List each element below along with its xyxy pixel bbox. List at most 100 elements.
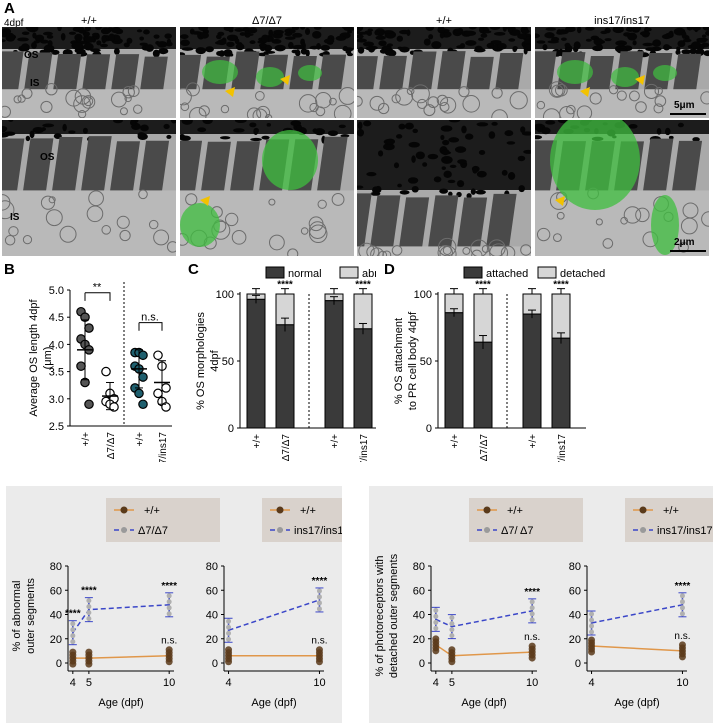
green-highlight <box>180 203 220 247</box>
melanosome <box>454 28 463 34</box>
mitochondrion <box>423 104 436 117</box>
melanosome <box>199 32 209 39</box>
sig-label: **** <box>675 581 691 592</box>
mitochondrion <box>620 216 628 225</box>
legend-swatch-1 <box>339 266 359 279</box>
mitochondrion <box>269 234 285 251</box>
mitochondrion <box>180 87 192 106</box>
x-tick-label: +/+ <box>252 434 263 449</box>
y-tick-label: 40 <box>50 610 62 622</box>
mitochondrion <box>357 95 363 107</box>
melanosome <box>491 121 498 126</box>
mitochondrion <box>595 218 603 226</box>
em-image-high-mag-wt-1 <box>2 120 176 256</box>
melanosome <box>408 141 420 148</box>
mitochondrion <box>391 245 403 256</box>
melanosome <box>43 44 55 53</box>
y-tick-label: 0 <box>419 658 425 670</box>
wt-point <box>528 654 536 662</box>
outer-segment <box>408 51 437 90</box>
melanosome <box>423 38 431 46</box>
mitochondrion <box>110 91 127 108</box>
mitochondrion <box>308 216 324 232</box>
wt-point <box>69 660 77 668</box>
melanosome <box>488 131 496 139</box>
melanosome <box>111 29 122 34</box>
mitochondrion <box>654 95 667 107</box>
melanosome <box>667 31 673 37</box>
outer-segment <box>671 140 703 196</box>
mut-point <box>86 604 92 610</box>
mitochondrion <box>555 83 568 97</box>
melanosome <box>233 128 245 133</box>
column-header-d7: Δ7/Δ7 <box>252 15 282 27</box>
melanosome <box>340 134 350 138</box>
outer-segment <box>2 138 25 193</box>
y-tick-label: 50 <box>420 356 432 368</box>
sig-label: **** <box>312 576 328 587</box>
melanosome <box>273 29 284 35</box>
legend-mut-marker <box>121 527 127 533</box>
mitochondrion <box>77 109 87 118</box>
legend-label-0: normal <box>288 268 322 280</box>
outer-segment <box>231 51 260 90</box>
melanosome <box>357 33 363 40</box>
melanosome <box>682 38 692 43</box>
melanosome <box>381 42 387 46</box>
melanosome <box>470 188 476 195</box>
mitochondrion <box>576 105 593 118</box>
melanosome <box>25 27 37 32</box>
melanosome <box>197 127 207 133</box>
mitochondrion <box>2 200 15 220</box>
y-tick-label: 100 <box>414 289 432 301</box>
melanosome <box>517 33 527 40</box>
melanosome <box>481 30 492 34</box>
melanosome <box>628 124 638 129</box>
bar-top <box>551 293 571 339</box>
melanosome <box>7 32 15 41</box>
mitochondrion <box>462 246 471 255</box>
melanosome <box>249 40 256 45</box>
green-highlight <box>557 60 593 84</box>
melanosome <box>627 32 638 41</box>
y-tick-label: 4.0 <box>49 339 64 351</box>
melanosome <box>518 185 525 193</box>
melanosome <box>681 31 687 39</box>
x-tick-label: +/+ <box>81 432 92 447</box>
melanosome <box>478 37 485 41</box>
melanosome <box>226 41 235 48</box>
melanosome <box>668 135 674 140</box>
melanosome <box>357 46 365 54</box>
data-point <box>138 372 148 382</box>
melanosome <box>442 139 450 146</box>
y-axis-label-2: 4dpf <box>209 349 221 371</box>
melanosome <box>479 27 484 34</box>
melanosome <box>576 27 582 34</box>
melanosome <box>448 191 453 197</box>
melanosome <box>493 44 498 51</box>
mitochondrion <box>654 86 663 96</box>
legend-wt-marker <box>276 506 284 514</box>
legend-mut-marker <box>484 527 490 533</box>
melanosome <box>217 39 227 46</box>
x-tick-label: Δ7/Δ7 <box>479 434 490 462</box>
melanosome <box>521 29 530 34</box>
melanosome <box>320 44 331 51</box>
melanosome <box>163 123 170 129</box>
melanosome <box>507 172 516 180</box>
melanosome <box>703 50 709 57</box>
melanosome <box>490 40 502 45</box>
melanosome <box>407 177 419 184</box>
melanosome <box>363 120 372 127</box>
bar-bottom <box>324 300 344 429</box>
legend-label-0: attached <box>486 268 528 280</box>
mitochondrion <box>198 105 210 117</box>
melanosome <box>140 124 149 132</box>
y-tick-label: 20 <box>413 634 425 646</box>
x-tick-label: +/+ <box>528 434 539 449</box>
legend-label-1: abnormal <box>362 268 376 280</box>
melanosome <box>639 31 651 36</box>
melanosome <box>292 44 304 50</box>
chart-b: 2.5 3.0 3.5 4.0 4.5 5.0 Average OS length 4dpf… <box>28 282 172 462</box>
y-axis-label: % of photoreceptors with <box>374 555 386 676</box>
